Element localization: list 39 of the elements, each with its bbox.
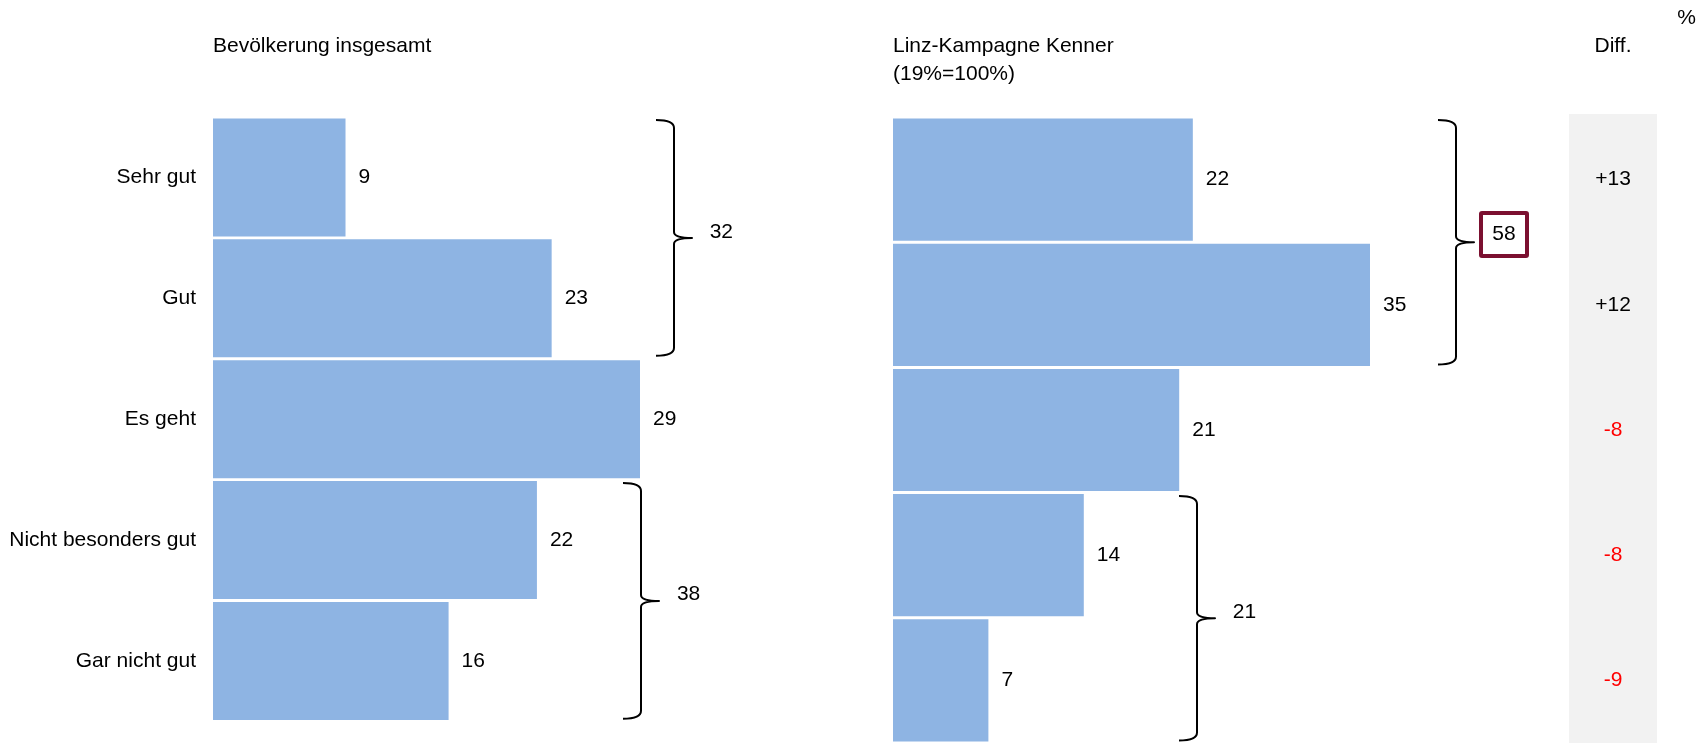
data-label: 14 [1096,542,1121,565]
data-label: 22 [1205,166,1230,190]
annotation: 21 [1232,598,1257,622]
chart-title: Linz-Kampagne Kenner [893,32,1114,56]
y-tick-label: Sehr gut [116,164,197,188]
chart-subtitle: (19%=100%) [893,60,1015,84]
data-label: 21 [1192,416,1216,440]
bar [213,601,449,720]
data-label: 35 [1383,291,1407,315]
data-label: -8 [1603,542,1623,565]
y-tick-label: Es geht [124,406,197,429]
data-label: -8 [1603,416,1623,440]
text: 38 [676,581,701,605]
data-label: 22 [549,526,574,550]
text: 32 [709,218,734,242]
y-tick-label: Gar nicht gut [75,647,197,671]
data-label: +12 [1595,291,1631,315]
y-tick-label: Gut [162,285,197,309]
bar [213,118,346,237]
data-label: 16 [461,647,485,671]
bar [893,619,989,742]
data-label: 7 [1001,667,1014,691]
data-label: 9 [358,164,371,188]
data-label: +13 [1595,166,1631,190]
bar [893,368,1180,492]
data-label: 29 [653,406,677,429]
data-label: 23 [564,285,589,309]
bar [893,243,1370,366]
text: % [1677,4,1696,28]
text: Diff. [1594,32,1632,56]
bar [213,481,537,600]
text: 58 [1492,221,1516,244]
y-tick-label: Nicht besonders gut [9,526,197,550]
chart-title: Bevölkerung insgesamt [213,32,432,56]
bar [213,239,552,358]
bar [893,494,1084,617]
bar [213,360,640,479]
data-label: -9 [1603,667,1623,691]
bar [893,118,1193,241]
